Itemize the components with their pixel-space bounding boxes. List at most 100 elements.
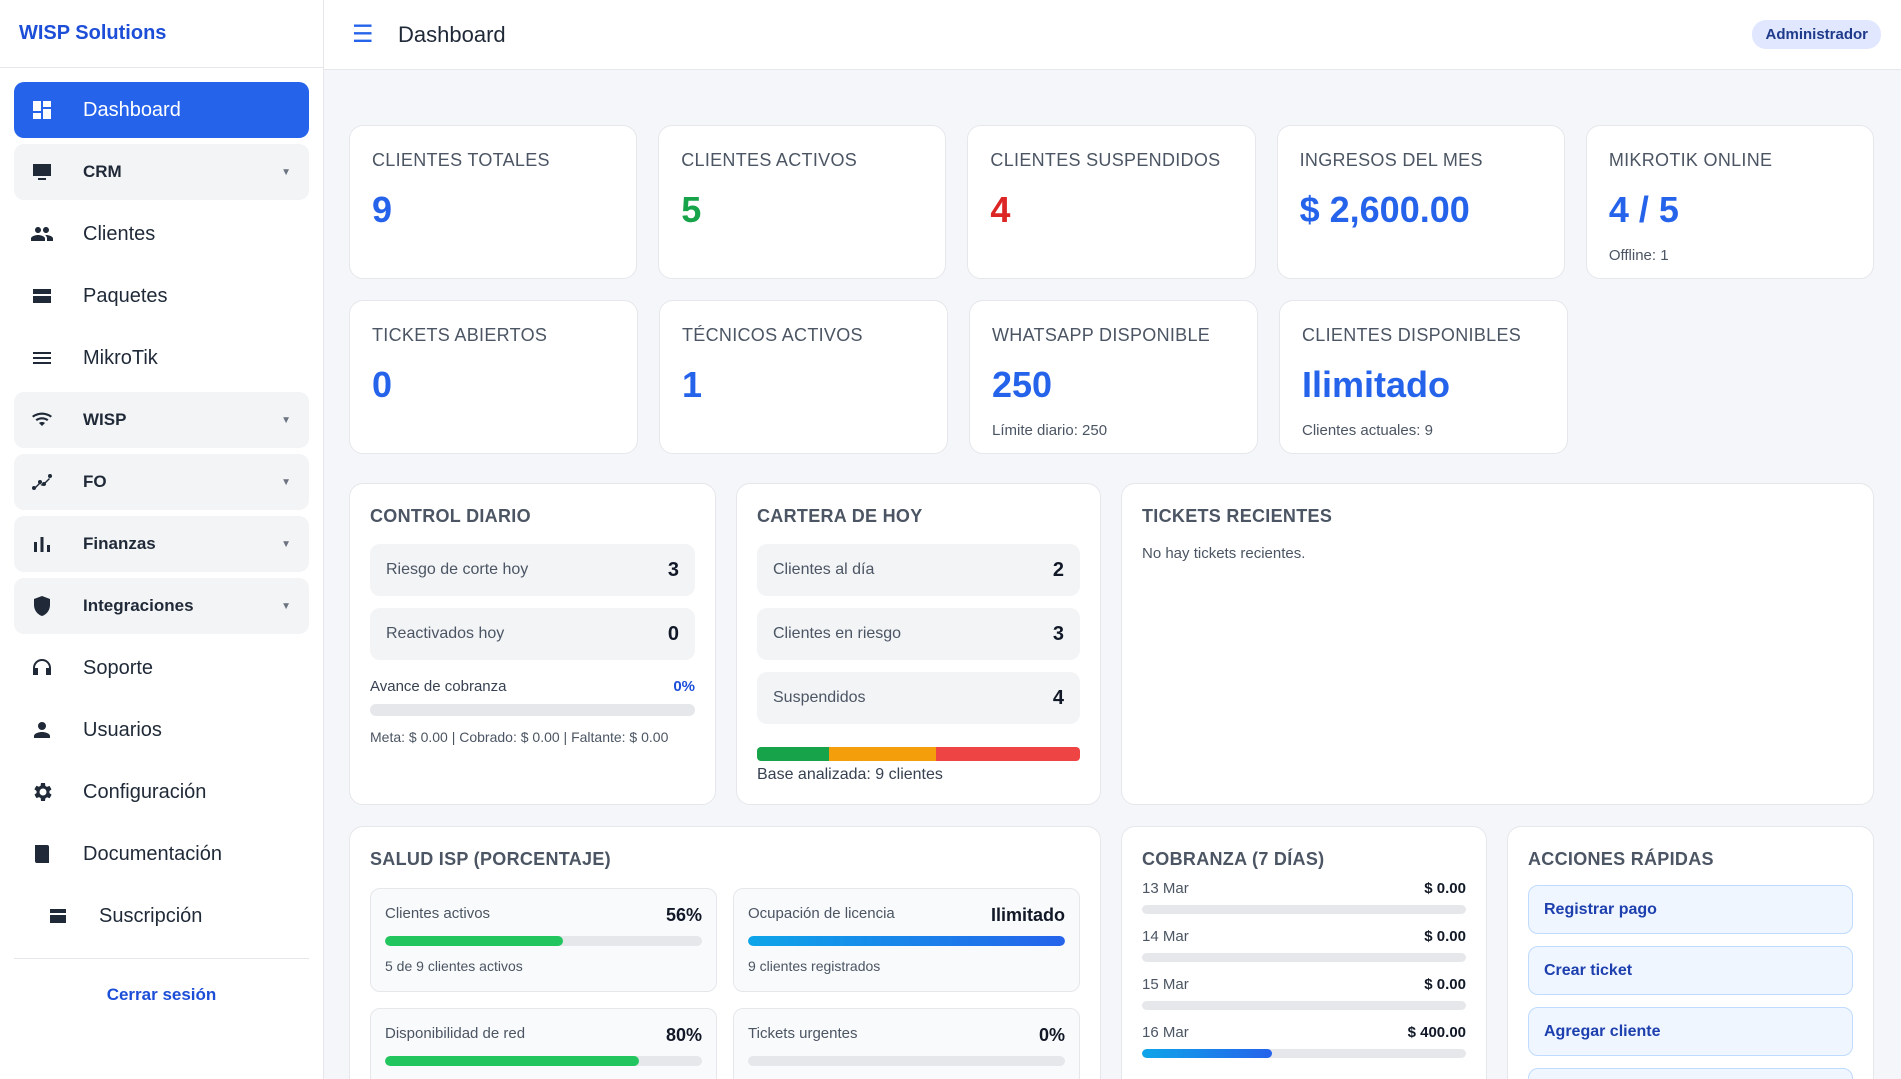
stat-card-clientes-activos: CLIENTES ACTIVOS 5 <box>658 125 947 279</box>
stat-label: TÉCNICOS ACTIVOS <box>682 325 863 345</box>
collection-amount: $ 400.00 <box>1407 1024 1466 1041</box>
collection-date: 13 Mar <box>1142 880 1189 897</box>
stat-value: 9 <box>372 189 393 230</box>
stat-value: $ 2,600.00 <box>1299 189 1470 230</box>
sidebar-item-finanzas[interactable]: Finanzas ▼ <box>14 516 309 572</box>
collection-fill <box>1142 1049 1272 1058</box>
kv-row: Clientes en riesgo 3 <box>757 608 1080 660</box>
sidebar-item-clientes[interactable]: Clientes <box>14 206 309 262</box>
sidebar-item-label: FO <box>83 472 107 491</box>
sidebar-item-label: Documentación <box>83 842 222 865</box>
sidebar-item-dashboard[interactable]: Dashboard <box>14 82 309 138</box>
card-title: CARTERA DE HOY <box>757 506 923 526</box>
book-icon <box>28 840 56 868</box>
stat-sub: Límite diario: 250 <box>992 422 1108 439</box>
sidebar: WISP Solutions Dashboard CRM ▼ Clientes … <box>0 0 324 1079</box>
menu-icon[interactable]: ☰ <box>352 20 374 48</box>
health-value: 80% <box>665 1025 702 1045</box>
health-item-tickets-urgentes: Tickets urgentes 0% <box>733 1008 1080 1079</box>
card-title: CONTROL DIARIO <box>370 506 531 526</box>
kv-value: 3 <box>667 558 679 581</box>
stat-value: 5 <box>681 189 702 230</box>
stat-row: CLIENTES TOTALES 9 CLIENTES ACTIVOS 5 CL… <box>349 125 1875 279</box>
sidebar-nav: Dashboard CRM ▼ Clientes Paquetes MikroT… <box>0 68 323 944</box>
health-label: Disponibilidad de red <box>385 1025 526 1042</box>
kv-row: Riesgo de corte hoy 3 <box>370 544 695 596</box>
sidebar-item-label: Suscripción <box>99 904 203 927</box>
gear-icon <box>28 778 56 806</box>
chevron-down-icon: ▼ <box>281 538 291 550</box>
card-title: SALUD ISP (PORCENTAJE) <box>370 849 611 869</box>
sidebar-item-wisp[interactable]: WISP ▼ <box>14 392 309 448</box>
stat-label: TICKETS ABIERTOS <box>372 325 548 345</box>
sidebar-item-paquetes[interactable]: Paquetes <box>14 268 309 324</box>
monitor-icon <box>28 158 56 186</box>
stat-card-ingresos-mes: INGRESOS DEL MES $ 2,600.00 <box>1276 125 1565 279</box>
sidebar-item-fo[interactable]: FO ▼ <box>14 454 309 510</box>
shield-icon <box>28 592 56 620</box>
sidebar-item-soporte[interactable]: Soporte <box>14 640 309 696</box>
stat-card-whatsapp: WHATSAPP DISPONIBLE 250 Límite diario: 2… <box>969 300 1258 454</box>
kv-label: Reactivados hoy <box>386 625 505 642</box>
tickets-empty-message: No hay tickets recientes. <box>1142 545 1306 562</box>
stat-label: MIKROTIK ONLINE <box>1608 150 1773 170</box>
registrar-pago-button[interactable]: Registrar pago <box>1528 885 1853 934</box>
cobranza-card: COBRANZA (7 DÍAS) 13 Mar $ 0.00 14 Mar $ 0… <box>1121 826 1487 1079</box>
stat-sub: Offline: 1 <box>1608 247 1669 264</box>
logout-link[interactable]: Cerrar sesión <box>106 985 217 1004</box>
sidebar-item-configuracion[interactable]: Configuración <box>14 764 309 820</box>
sidebar-item-documentacion[interactable]: Documentación <box>14 826 309 882</box>
crear-ticket-button[interactable]: Crear ticket <box>1528 946 1853 995</box>
main-content: CLIENTES TOTALES 9 CLIENTES ACTIVOS 5 CL… <box>349 125 1875 475</box>
bar-chart-icon <box>28 530 56 558</box>
sidebar-item-integraciones[interactable]: Integraciones ▼ <box>14 578 309 634</box>
stat-value: 4 <box>990 189 1011 230</box>
portfolio-base: Base analizada: 9 clientes <box>757 766 943 783</box>
dashboard-icon <box>28 96 56 124</box>
stat-value: 4 / 5 <box>1608 189 1679 230</box>
stat-label: CLIENTES ACTIVOS <box>681 150 858 170</box>
sidebar-item-usuarios[interactable]: Usuarios <box>14 702 309 758</box>
portfolio-segment <box>936 747 1080 761</box>
role-badge[interactable]: Administrador <box>1752 20 1881 49</box>
brand-title[interactable]: WISP Solutions <box>0 0 323 68</box>
collection-date: 16 Mar <box>1142 1024 1189 1041</box>
collection-amount: $ 0.00 <box>1424 880 1466 897</box>
health-value: 0% <box>1038 1025 1065 1045</box>
stat-label: CLIENTES DISPONIBLES <box>1302 325 1522 345</box>
sidebar-item-crm[interactable]: CRM ▼ <box>14 144 309 200</box>
health-label: Tickets urgentes <box>748 1025 858 1042</box>
salud-isp-card: SALUD ISP (PORCENTAJE) Clientes activos 5… <box>349 826 1101 1079</box>
health-item-ocupacion-licencia: Ocupación de licencia Ilimitado 9 cliente… <box>733 888 1080 992</box>
more-action-button[interactable] <box>1528 1068 1853 1079</box>
stat-card-mikrotik-online: MIKROTIK ONLINE 4 / 5 Offline: 1 <box>1585 125 1875 279</box>
sidebar-divider <box>14 958 309 959</box>
sidebar-item-label: Clientes <box>83 222 156 245</box>
kv-value: 4 <box>1052 686 1064 709</box>
stat-sub: Clientes actuales: 9 <box>1302 422 1433 439</box>
stat-card-clientes-suspendidos: CLIENTES SUSPENDIDOS 4 <box>967 125 1256 279</box>
list-icon <box>28 344 56 372</box>
sidebar-item-label: MikroTik <box>83 346 158 369</box>
stat-value: 1 <box>682 364 703 405</box>
kv-label: Suspendidos <box>773 689 866 706</box>
agregar-cliente-button[interactable]: Agregar cliente <box>1528 1007 1853 1056</box>
sidebar-item-label: Paquetes <box>83 284 168 307</box>
chevron-down-icon: ▼ <box>281 414 291 426</box>
collection-date: 14 Mar <box>1142 928 1189 945</box>
kv-value: 3 <box>1052 622 1064 645</box>
sidebar-item-mikrotik[interactable]: MikroTik <box>14 330 309 386</box>
sidebar-item-label: Finanzas <box>83 534 156 553</box>
health-value: 56% <box>665 905 702 925</box>
chevron-down-icon: ▼ <box>281 600 291 612</box>
sidebar-item-label: Integraciones <box>83 596 194 615</box>
stat-label: CLIENTES SUSPENDIDOS <box>990 150 1221 170</box>
sidebar-item-label: Soporte <box>83 656 154 679</box>
stat-value: Ilimitado <box>1302 364 1451 405</box>
control-diario-card: CONTROL DIARIO Riesgo de corte hoy 3 Rea… <box>349 483 716 805</box>
card-title: TICKETS RECIENTES <box>1142 506 1333 526</box>
people-icon <box>28 220 56 248</box>
health-note: 5 de 9 clientes activos <box>385 958 523 974</box>
progress-header: Avance de cobranza 0% <box>370 678 695 695</box>
sidebar-item-suscripcion[interactable]: Suscripción <box>14 888 309 944</box>
